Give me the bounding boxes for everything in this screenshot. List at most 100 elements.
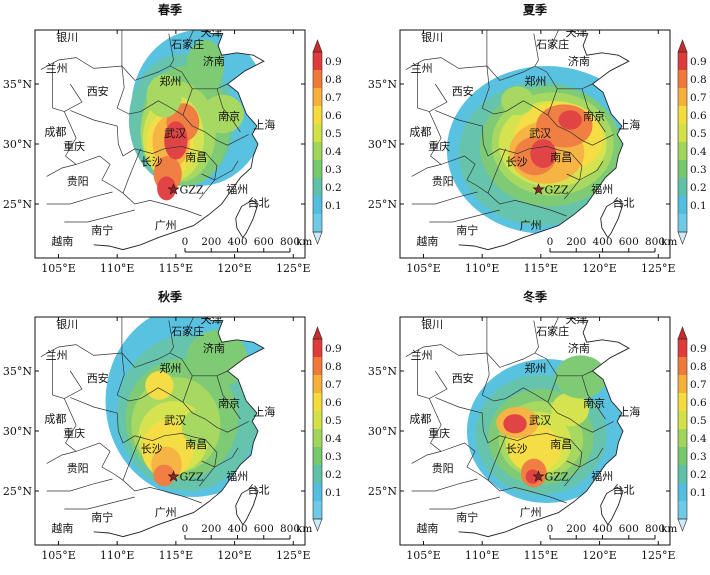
colorbar-tick-label: 0.4 [325,433,342,445]
province-border [216,88,241,133]
city-label: 越南 [51,234,73,248]
colorbar-segment [313,124,322,143]
city-label: 西安 [87,371,109,385]
city-label: 兰州 [46,349,68,362]
colorbar-tick-label: 0.4 [690,433,707,445]
province-border [547,375,558,403]
lon-tick-label: 110°E [100,549,135,562]
colorbar-segment [678,214,687,233]
density-contour [503,414,527,434]
colorbar-segment [313,178,322,197]
city-label: 兰州 [411,349,433,362]
province-border [411,191,478,205]
density-contour [186,39,224,93]
city-label: 南昌 [550,151,572,164]
colorbar-tick-label: 0.2 [690,469,707,481]
city-label: 济南 [203,341,225,355]
colorbar-tick-label: 0.6 [325,397,342,409]
city-label: 南宁 [456,510,478,524]
city-label: 重庆 [63,426,85,440]
scale-bar-label: 0 [182,523,189,535]
city-label: 银川 [421,317,443,331]
lat-tick-label: 35°N [3,365,32,378]
colorbar-tick-label: 0.6 [690,397,707,409]
lon-tick-label: 105°E [406,262,441,275]
city-label: 台北 [248,195,270,209]
colorbar-segment [313,375,322,394]
colorbar-segment [313,142,322,161]
density-contour [530,139,557,169]
colorbar-min-extension-icon [312,518,323,532]
city-label: 西安 [452,84,474,98]
city-label: 郑州 [524,361,546,375]
gzz-station-label: GZZ [180,184,204,197]
city-label: 南京 [218,109,240,123]
lat-tick-label: 25°N [3,198,32,211]
colorbar-min-extension-icon [677,518,688,532]
city-label: 济南 [203,54,225,68]
scale-bar-label: 800 [280,523,300,535]
city-label: 南宁 [91,223,113,237]
province-border [168,320,174,354]
city-label: 南昌 [185,151,207,164]
province-border [122,148,142,194]
colorbar-segment [313,52,322,71]
province-border [566,160,604,181]
density-field [446,66,647,234]
colorbar: 0.9 0.8 0.7 0.6 0.5 0.4 0.3 0.2 0.1 [677,39,707,245]
colorbar-max-extension-icon [312,39,323,53]
city-label: 重庆 [428,426,450,440]
city-label: 贵阳 [432,175,454,188]
city-label: 贵阳 [432,462,454,475]
city-label: 广州 [520,219,542,232]
density-contour [201,94,244,134]
colorbar-segment [678,196,687,215]
colorbar: 0.9 0.8 0.7 0.6 0.5 0.4 0.3 0.2 0.1 [312,326,342,532]
city-label: 石家庄 [536,37,569,51]
density-contour [153,464,175,487]
scale-bar-label: 200 [201,236,221,248]
colorbar-tick-label: 0.8 [325,74,342,86]
coastline [93,30,265,251]
city-label: 贵阳 [67,175,89,188]
city-label: 上海 [253,117,275,131]
province-border [201,160,239,181]
province-border [411,478,478,492]
province-border [428,398,567,504]
city-label: 长沙 [506,156,528,169]
scale-bar-label: 600 [254,523,274,535]
colorbar-outline [312,338,323,520]
colorbar-tick-label: 0.8 [690,361,707,373]
scale-bar-label: 800 [645,523,665,535]
colorbar: 0.9 0.8 0.7 0.6 0.5 0.4 0.3 0.2 0.1 [677,326,707,532]
lon-tick-label: 120°E [582,262,617,275]
city-label: 济南 [568,54,590,68]
gzz-station-star-icon [167,470,180,482]
colorbar: 0.9 0.8 0.7 0.6 0.5 0.4 0.3 0.2 0.1 [312,39,342,245]
colorbar-tick-label: 0.2 [325,469,342,481]
colorbar-segment [678,393,687,412]
colorbar-segment [678,411,687,430]
province-border [533,33,539,67]
province-border [52,66,65,112]
colorbar-outline [312,51,323,233]
province-border [533,320,539,354]
panel-title: 春季 [157,2,183,17]
lon-tick-label: 120°E [217,262,252,275]
gzz-station-star-icon [167,183,180,195]
city-label: 天津 [566,313,588,326]
colorbar-segment [678,160,687,179]
lon-tick-label: 125°E [276,549,311,562]
lon-tick-label: 105°E [41,549,76,562]
city-label: 成都 [44,413,66,426]
province-border [201,447,239,468]
province-border [64,83,83,112]
province-border [581,375,606,420]
city-label: 成都 [44,126,66,139]
city-label: 成都 [409,413,431,426]
